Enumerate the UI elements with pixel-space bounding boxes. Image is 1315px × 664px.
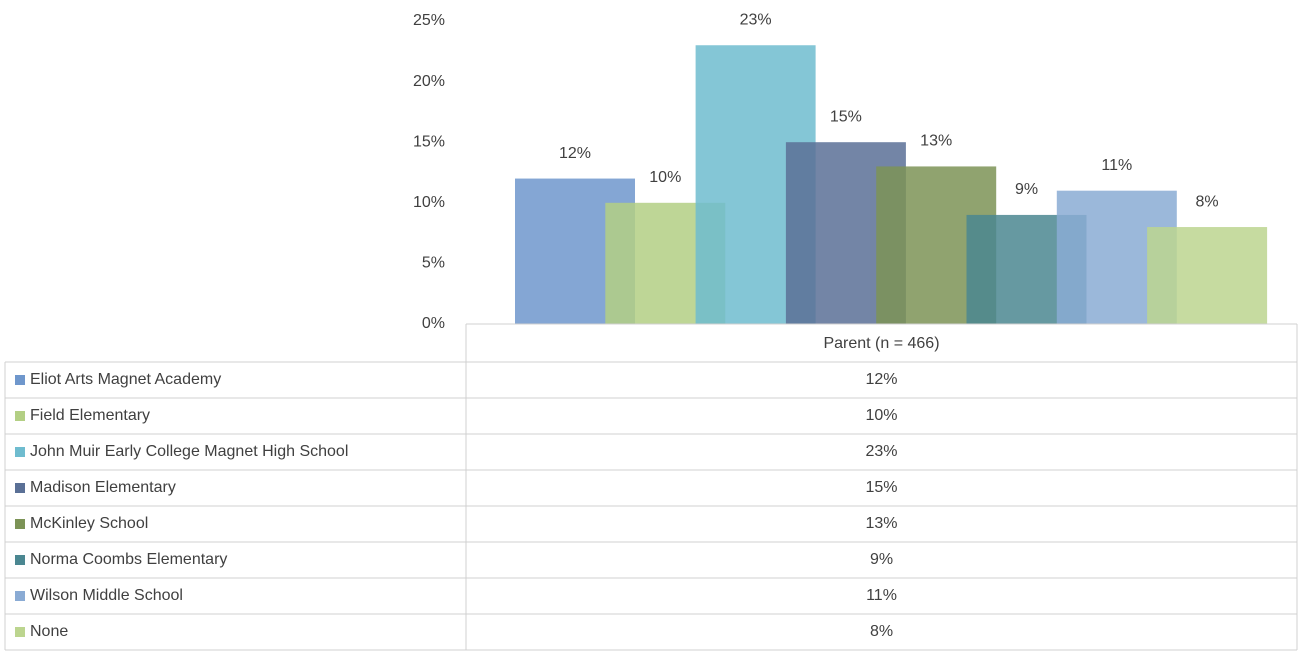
y-tick-label: 5%: [422, 255, 445, 272]
x-tick-label: Parent (n = 466): [823, 335, 939, 352]
legend-swatch: [15, 555, 25, 565]
legend-swatch: [15, 447, 25, 457]
data-label: 23%: [740, 11, 772, 28]
legend-swatch: [15, 411, 25, 421]
y-tick-label: 25%: [413, 12, 445, 29]
data-label: 13%: [920, 133, 952, 150]
legend-label: Madison Elementary: [30, 479, 176, 496]
table-cell: 23%: [865, 443, 897, 460]
data-label: 10%: [649, 169, 681, 186]
table-cell: 9%: [870, 551, 893, 568]
legend-label: John Muir Early College Magnet High Scho…: [30, 443, 348, 460]
legend-label: None: [30, 623, 68, 640]
y-tick-label: 0%: [422, 315, 445, 332]
y-tick-label: 20%: [413, 73, 445, 90]
table-cell: 12%: [865, 371, 897, 388]
bar: [1147, 227, 1268, 324]
data-label: 15%: [830, 108, 862, 125]
y-tick-label: 10%: [413, 194, 445, 211]
data-label: 8%: [1196, 193, 1219, 210]
legend-swatch: [15, 519, 25, 529]
data-label: 12%: [559, 145, 591, 162]
legend-swatch: [15, 483, 25, 493]
table-cell: 13%: [865, 515, 897, 532]
table-cell: 11%: [866, 587, 897, 604]
legend-label: Wilson Middle School: [30, 587, 183, 604]
legend-swatch: [15, 375, 25, 385]
legend-swatch: [15, 627, 25, 637]
y-tick-label: 15%: [413, 133, 445, 150]
data-label: 11%: [1101, 157, 1132, 174]
data-label: 9%: [1015, 181, 1038, 198]
legend-label: Field Elementary: [30, 407, 150, 424]
table-cell: 10%: [865, 407, 897, 424]
table-cell: 8%: [870, 623, 893, 640]
legend-label: Eliot Arts Magnet Academy: [30, 371, 221, 388]
legend-swatch: [15, 591, 25, 601]
legend-label: McKinley School: [30, 515, 148, 532]
legend-label: Norma Coombs Elementary: [30, 551, 227, 568]
table-cell: 15%: [865, 479, 897, 496]
